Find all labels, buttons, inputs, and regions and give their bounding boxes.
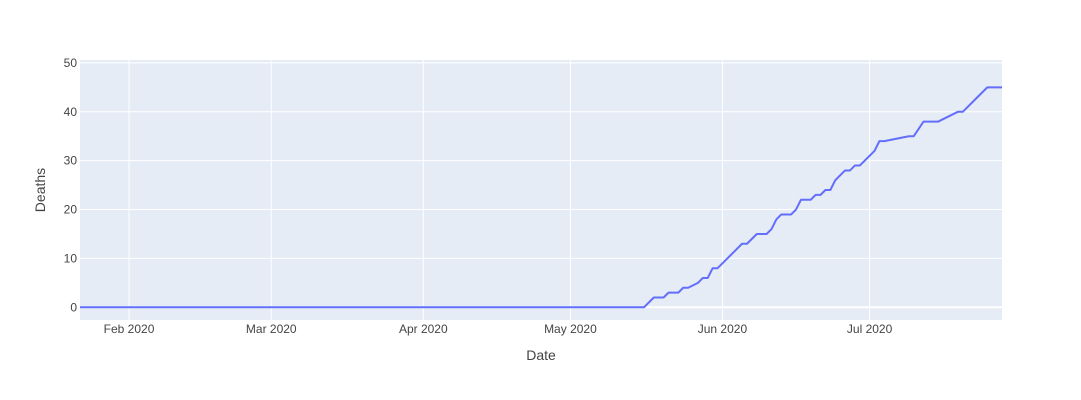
x-tick-label: May 2020: [544, 322, 597, 336]
y-axis-title: Deaths: [32, 168, 48, 212]
x-tick-label: Jun 2020: [698, 322, 748, 336]
x-gridlines: [128, 60, 871, 320]
series-line: [80, 86, 1002, 309]
x-tick-label: Jul 2020: [847, 322, 893, 336]
y-tick-label: 0: [70, 300, 77, 314]
x-tick-labels: Feb 2020 Mar 2020 Apr 2020 May 2020 Jun 2020…: [104, 322, 893, 336]
series-layer: [80, 86, 1002, 309]
y-tick-label: 20: [64, 203, 78, 217]
y-tick-label: 10: [64, 251, 78, 265]
y-tick-label: 40: [64, 105, 78, 119]
y-tick-labels: 0 10 20 30 40 50: [64, 56, 78, 314]
y-gridlines: [80, 62, 1002, 309]
plot-area: [80, 60, 1002, 320]
x-tick-label: Feb 2020: [104, 322, 155, 336]
y-tick-label: 30: [64, 154, 78, 168]
x-axis-title: Date: [526, 347, 556, 363]
x-tick-label: Apr 2020: [399, 322, 448, 336]
x-tick-label: Mar 2020: [246, 322, 297, 336]
y-tick-label: 50: [64, 56, 78, 70]
